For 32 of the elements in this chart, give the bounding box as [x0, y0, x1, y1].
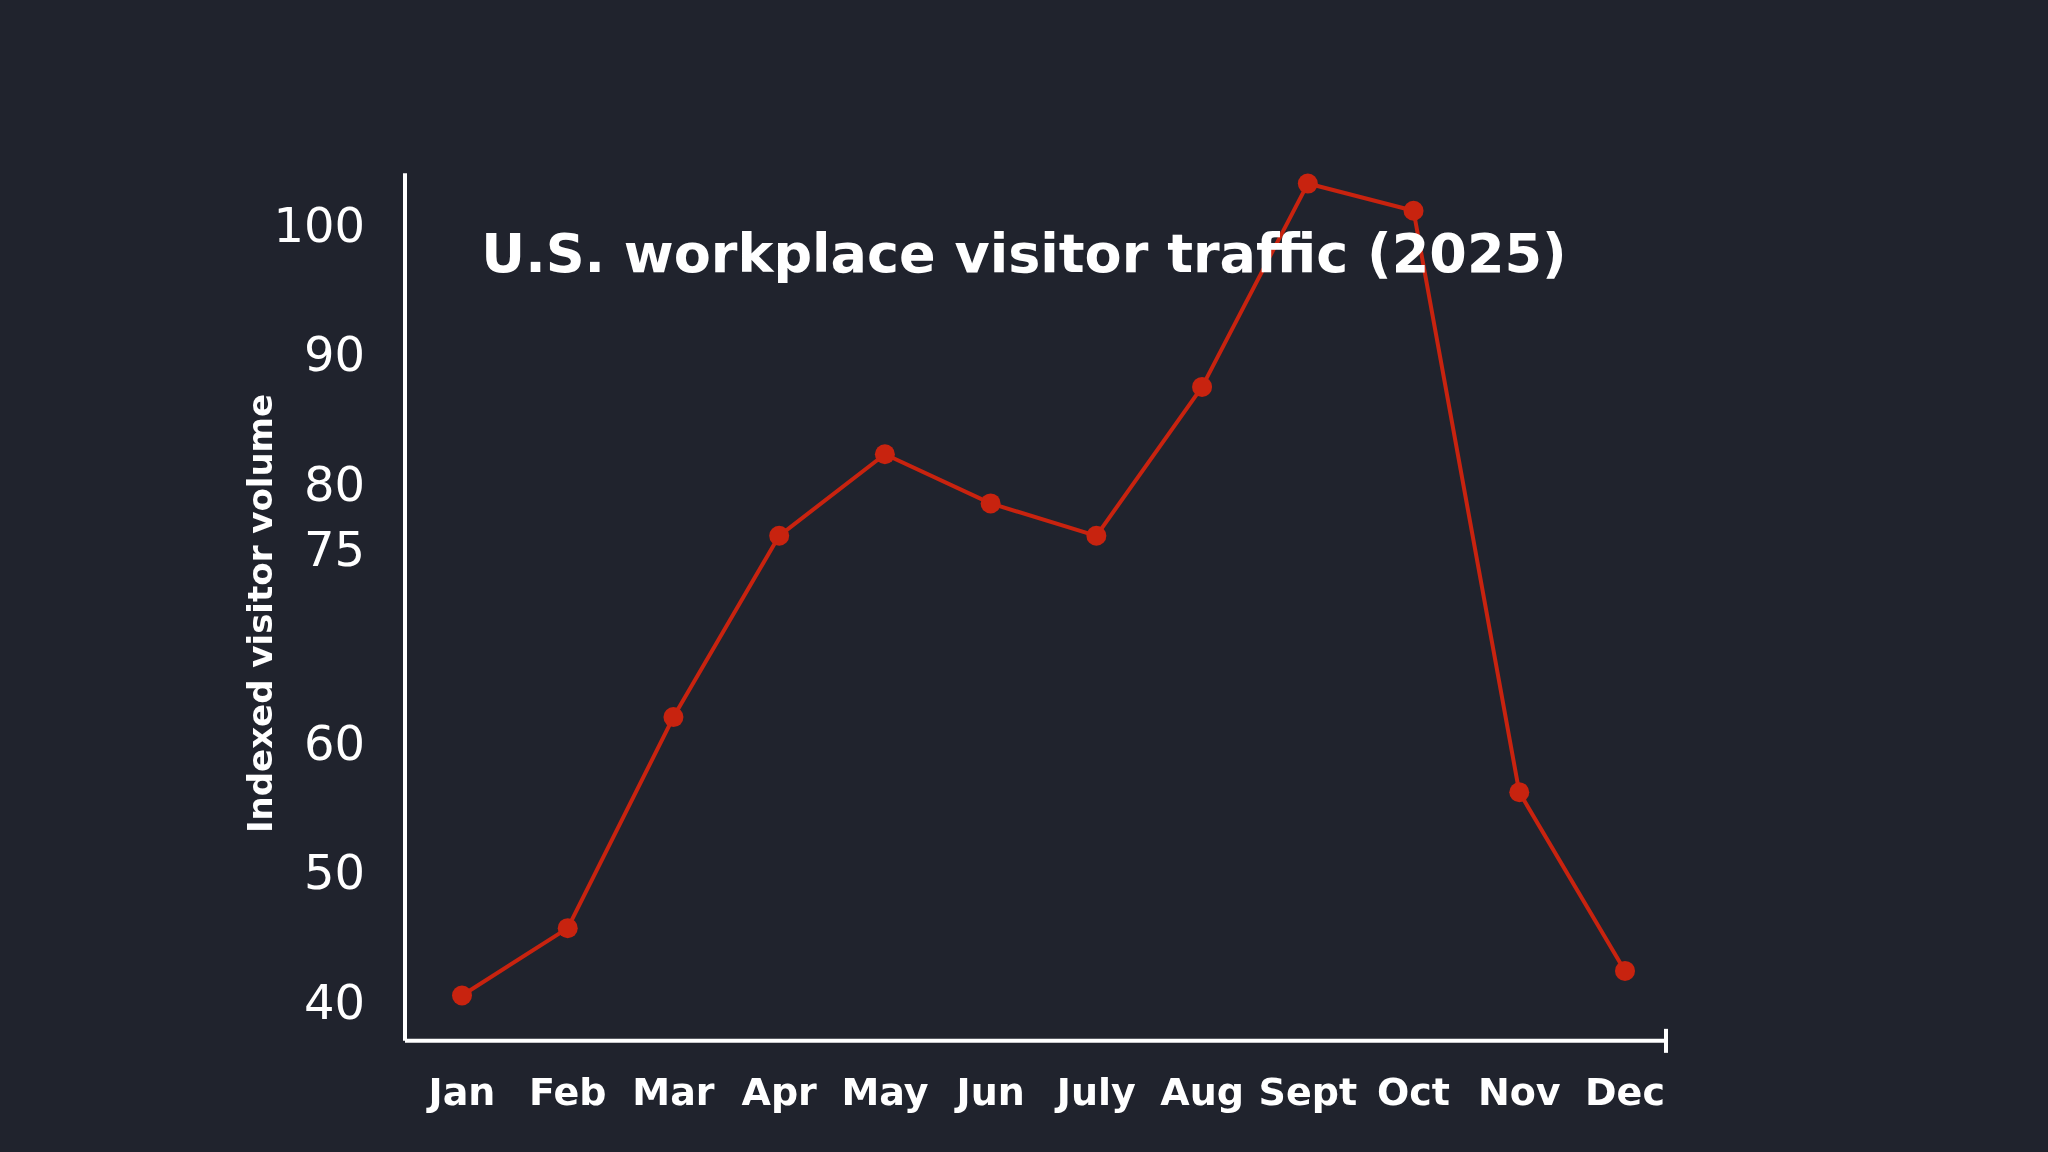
point	[557, 918, 578, 939]
point	[663, 707, 684, 728]
x-tick-label: Jun	[953, 1070, 1025, 1114]
point	[1192, 376, 1213, 397]
x-tick-label: Aug	[1160, 1070, 1244, 1114]
y-tick-label: 40	[303, 973, 365, 1030]
point	[980, 493, 1001, 514]
x-tick-label: Nov	[1477, 1070, 1561, 1114]
point	[1509, 782, 1530, 803]
point	[452, 985, 472, 1006]
y-tick-label: 100	[273, 196, 365, 253]
x-tick-label: May	[841, 1070, 929, 1114]
x-tick-label: Sept	[1258, 1070, 1358, 1114]
y-tick-label: 60	[303, 714, 365, 771]
y-tick-label: 50	[303, 844, 365, 901]
point	[1297, 173, 1318, 194]
point	[769, 525, 790, 546]
x-tick-label: Oct	[1377, 1070, 1451, 1114]
point	[1403, 200, 1424, 221]
y-tick-label: 80	[303, 455, 365, 512]
y-tick-label: 75	[303, 520, 365, 577]
x-tick-label: Jan	[425, 1070, 496, 1114]
point	[874, 444, 895, 465]
x-tick-label: July	[1053, 1070, 1137, 1114]
point	[1086, 525, 1107, 546]
x-tick-label: Apr	[741, 1070, 818, 1114]
point	[1615, 960, 1635, 981]
x-tick-label: Feb	[529, 1070, 607, 1114]
y-axis-title: Indexed visitor volume	[240, 393, 280, 834]
x-tick-label: Dec	[1585, 1070, 1665, 1114]
x-tick-label: Mar	[632, 1070, 715, 1114]
y-tick-label: 90	[303, 326, 365, 383]
